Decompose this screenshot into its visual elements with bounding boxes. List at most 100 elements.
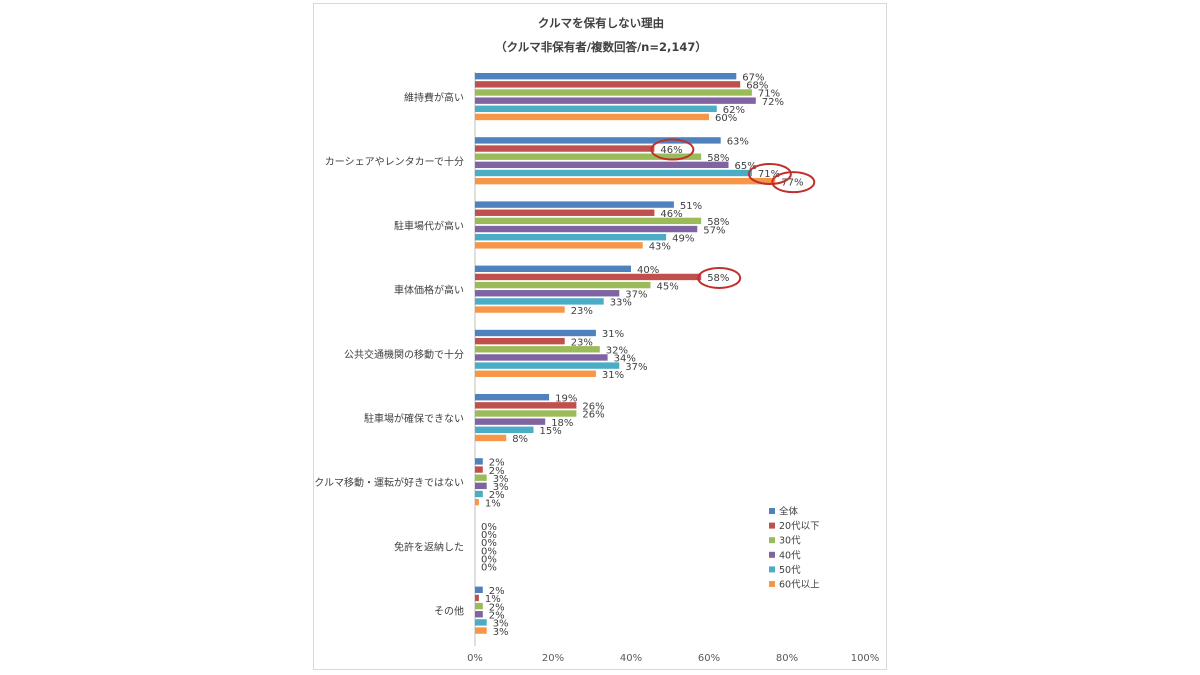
data-label: 2% xyxy=(489,586,505,597)
x-tick-label: 40% xyxy=(620,653,642,664)
data-label: 33% xyxy=(610,298,632,309)
bar xyxy=(475,346,600,353)
data-label: 49% xyxy=(672,233,694,244)
bar xyxy=(475,627,487,634)
bar xyxy=(475,434,507,442)
highlight-circles-layer xyxy=(650,138,816,289)
data-label: 31% xyxy=(602,370,624,381)
x-tick-label: 0% xyxy=(467,653,483,664)
chart-subtitle: （クルマ非保有者/複数回答/n=2,147） xyxy=(495,40,707,54)
x-tick-label: 60% xyxy=(698,653,720,664)
legend-swatch xyxy=(769,566,775,573)
data-label: 2% xyxy=(489,466,505,477)
chart-title: クルマを保有しない理由 xyxy=(538,16,664,30)
bar xyxy=(475,177,776,185)
legend-swatch xyxy=(769,581,775,587)
chart-svg: クルマを保有しない理由 （クルマ非保有者/複数回答/n=2,147） 67%68… xyxy=(314,16,879,664)
bar xyxy=(475,217,702,225)
data-label: 57% xyxy=(703,225,725,236)
data-label: 40% xyxy=(637,265,659,276)
data-label: 3% xyxy=(493,482,509,493)
data-label: 58% xyxy=(707,217,729,228)
data-label: 1% xyxy=(485,594,501,605)
bar xyxy=(475,113,709,121)
bar xyxy=(475,586,483,593)
data-label: 31% xyxy=(602,329,624,340)
bar xyxy=(475,145,655,152)
data-label: 71% xyxy=(758,169,780,180)
legend-label: 30代 xyxy=(779,536,801,547)
category-label: 車体価格が高い xyxy=(394,284,464,297)
bar xyxy=(475,594,479,602)
data-label: 0% xyxy=(481,546,497,557)
bar xyxy=(475,89,752,96)
data-label: 32% xyxy=(606,346,628,357)
data-label: 67% xyxy=(742,72,764,83)
bar xyxy=(475,418,546,425)
bar xyxy=(475,234,667,241)
legend-label: 60代以上 xyxy=(779,580,820,591)
category-label: クルマ移動・運転が好きではない xyxy=(314,476,464,489)
bar xyxy=(475,619,487,626)
data-label: 34% xyxy=(614,354,636,365)
data-labels-layer: 67%68%71%72%62%60%63%46%58%65%71%77%51%4… xyxy=(481,72,804,637)
data-label: 3% xyxy=(493,627,509,638)
bar xyxy=(475,265,631,272)
legend: 全体 20代以下 30代 40代 50代 60代以上 xyxy=(769,506,820,591)
bar xyxy=(475,602,483,610)
category-label: 駐車場が確保できない xyxy=(364,412,464,425)
bar xyxy=(475,105,717,112)
data-label: 0% xyxy=(481,530,497,541)
bar xyxy=(475,169,752,177)
bar xyxy=(475,281,651,289)
bar xyxy=(475,225,698,233)
data-label: 0% xyxy=(481,522,497,533)
highlight-circle xyxy=(650,138,695,161)
category-label: その他 xyxy=(434,605,464,618)
bar xyxy=(475,273,702,281)
data-label: 46% xyxy=(660,145,682,156)
category-labels-layer: 維持費が高いカーシェアやレンタカーで十分駐車場代が高い車体価格が高い公共交通機関… xyxy=(314,91,464,618)
bar xyxy=(475,474,487,481)
x-tick-label: 20% xyxy=(542,653,564,664)
bar xyxy=(475,97,756,104)
bar xyxy=(475,329,596,337)
bar xyxy=(475,370,596,377)
x-tick-label: 80% xyxy=(776,653,798,664)
data-label: 1% xyxy=(485,498,501,509)
bar xyxy=(475,298,604,305)
data-label: 2% xyxy=(489,602,505,613)
data-label: 62% xyxy=(723,105,745,116)
legend-label: 40代 xyxy=(779,550,801,561)
data-label: 26% xyxy=(582,410,604,421)
data-label: 51% xyxy=(680,201,702,212)
data-label: 8% xyxy=(512,434,528,445)
bar xyxy=(475,362,620,369)
bar xyxy=(475,201,674,208)
bar xyxy=(475,402,577,409)
data-label: 3% xyxy=(493,619,509,630)
data-label: 26% xyxy=(582,402,604,413)
category-label: 維持費が高い xyxy=(404,91,464,104)
data-label: 2% xyxy=(489,458,505,469)
data-label: 43% xyxy=(649,242,671,253)
data-label: 18% xyxy=(551,418,573,429)
bars-layer xyxy=(475,73,776,634)
legend-swatch xyxy=(769,522,775,529)
data-label: 65% xyxy=(735,161,757,172)
bar xyxy=(475,394,550,401)
data-label: 37% xyxy=(625,289,647,300)
legend-swatch xyxy=(769,551,775,558)
legend-swatch xyxy=(769,537,775,544)
data-label: 0% xyxy=(481,538,497,549)
category-label: 免許を返納した xyxy=(394,540,464,553)
bar xyxy=(475,290,620,297)
legend-label: 20代以下 xyxy=(779,521,820,532)
data-label: 19% xyxy=(555,393,577,404)
legend-label: 50代 xyxy=(779,565,801,576)
bar xyxy=(475,611,483,618)
bar xyxy=(475,410,577,417)
data-label: 72% xyxy=(762,97,784,108)
highlight-circle xyxy=(697,266,742,289)
data-label: 2% xyxy=(489,610,505,621)
